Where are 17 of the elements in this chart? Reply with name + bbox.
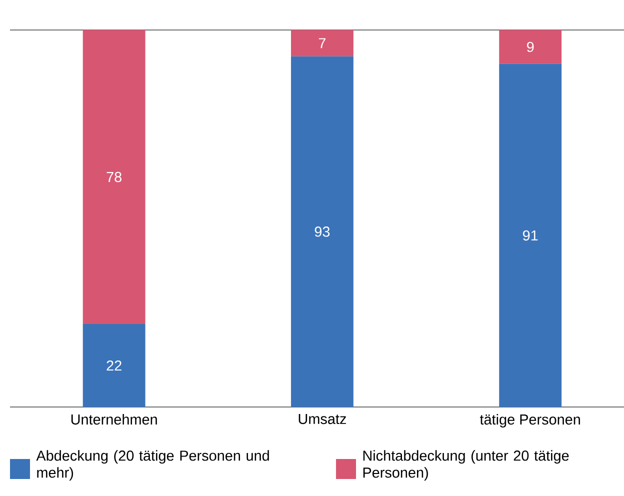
data-label: 78 xyxy=(106,172,122,182)
x-tick-label: Unternehmen xyxy=(71,414,157,425)
bar xyxy=(290,56,354,407)
x-tick-label: Umsatz xyxy=(298,414,346,424)
data-label: 7 xyxy=(318,38,326,48)
bar xyxy=(499,64,562,407)
bar xyxy=(82,324,146,407)
bar xyxy=(499,30,562,64)
bar xyxy=(290,30,354,56)
bar xyxy=(82,30,146,324)
data-label: 22 xyxy=(106,360,122,371)
x-tick-label: tätige Personen xyxy=(480,414,580,428)
data-label: 93 xyxy=(314,226,330,237)
legend-label: Nichtabdeckung (unter 20 tätige Personen) xyxy=(363,450,569,481)
data-label: 9 xyxy=(527,42,534,52)
data-label: 91 xyxy=(522,230,538,241)
legend-label: Abdeckung (20 tätige Personen und mehr) xyxy=(36,450,269,481)
